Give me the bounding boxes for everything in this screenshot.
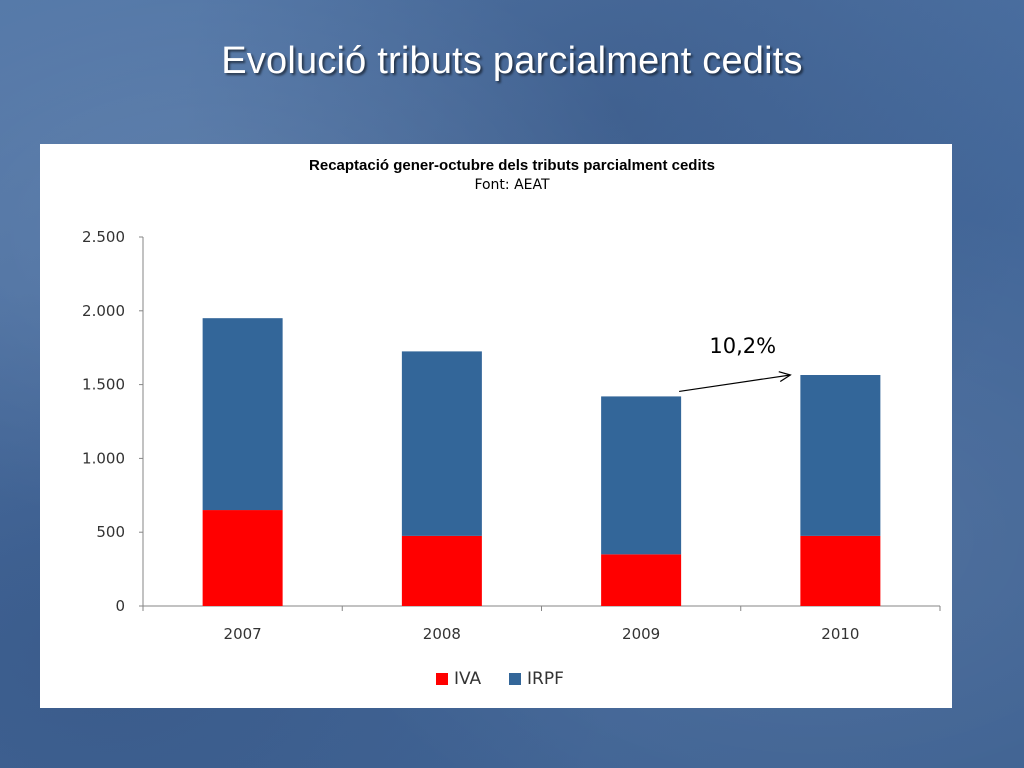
legend-swatch-irpf	[509, 673, 521, 685]
chart-title: Recaptació gener-octubre dels tributs pa…	[309, 157, 715, 174]
x-category-label: 2010	[821, 625, 859, 643]
annotation-label: 10,2%	[709, 334, 776, 358]
x-category-label: 2008	[423, 625, 461, 643]
bar-iva-2008	[401, 535, 482, 606]
legend-label-irpf: IRPF	[527, 669, 564, 689]
y-tick-label: 1.000	[82, 449, 125, 467]
x-category-label: 2007	[224, 625, 262, 643]
legend-label-iva: IVA	[454, 669, 482, 689]
chart-panel: Recaptació gener-octubre dels tributs pa…	[40, 144, 952, 708]
y-tick-label: 2.500	[82, 228, 125, 246]
y-tick-label: 0	[115, 597, 125, 615]
chart-subtitle: Font: AEAT	[474, 177, 550, 193]
bar-iva-2009	[601, 554, 682, 606]
stacked-bar-chart: Recaptació gener-octubre dels tributs pa…	[82, 157, 941, 689]
y-tick-label: 1.500	[82, 376, 125, 394]
annotation-arrow-head	[778, 371, 792, 383]
legend-swatch-iva	[436, 673, 448, 685]
y-tick-label: 500	[96, 523, 125, 541]
bar-iva-2010	[800, 535, 881, 606]
bar-irpf-2008	[401, 351, 482, 536]
bar-iva-2007	[202, 510, 283, 606]
slide-title: Evolució tributs parcialment cedits	[221, 40, 803, 82]
bar-irpf-2010	[800, 375, 881, 536]
x-category-label: 2009	[622, 625, 660, 643]
bar-irpf-2009	[601, 396, 682, 555]
bar-irpf-2007	[202, 318, 283, 511]
annotation-arrow-line	[679, 374, 791, 393]
y-tick-label: 2.000	[82, 302, 125, 320]
